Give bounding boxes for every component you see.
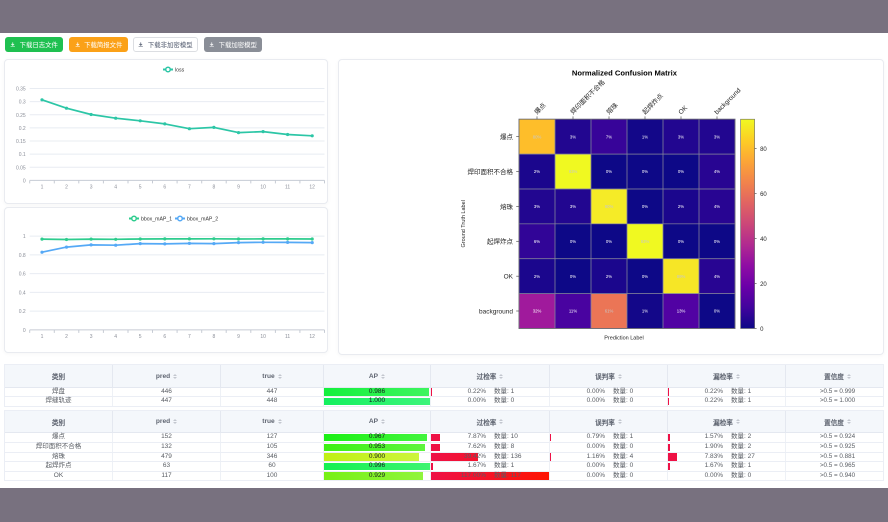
svg-text:3: 3 [90,334,93,340]
svg-text:0.05: 0.05 [16,165,26,171]
svg-text:1: 1 [41,184,44,190]
svg-text:0: 0 [23,178,26,184]
svg-text:0%: 0% [606,169,612,174]
svg-text:0%: 0% [714,239,720,244]
svg-text:0.2: 0.2 [19,126,26,132]
svg-text:9: 9 [237,334,240,340]
svg-text:4%: 4% [714,169,720,174]
svg-text:4: 4 [114,184,117,190]
svg-text:10: 10 [260,334,266,340]
svg-text:0.25: 0.25 [16,113,26,119]
svg-text:0.2: 0.2 [19,309,26,315]
svg-text:93%: 93% [641,239,650,244]
svg-text:2%: 2% [606,274,612,279]
svg-text:6: 6 [163,334,166,340]
svg-text:熔珠: 熔珠 [604,100,620,116]
svg-text:0%: 0% [606,239,612,244]
svg-text:焊印面积不合格: 焊印面积不合格 [468,167,514,176]
svg-text:8: 8 [213,334,216,340]
svg-text:7: 7 [188,184,191,190]
svg-text:3%: 3% [678,134,684,139]
svg-text:61%: 61% [605,309,614,314]
svg-text:0.3: 0.3 [19,100,26,106]
svg-text:0%: 0% [678,239,684,244]
svg-text:89%: 89% [677,274,686,279]
svg-text:1%: 1% [642,134,648,139]
svg-text:4%: 4% [714,274,720,279]
svg-text:3%: 3% [714,134,720,139]
svg-text:1%: 1% [642,309,648,314]
svg-text:Normalized Confusion Matrix: Normalized Confusion Matrix [572,69,678,78]
svg-text:0%: 0% [642,274,648,279]
svg-text:12: 12 [309,184,315,190]
svg-text:0.15: 0.15 [16,139,26,145]
svg-text:2%: 2% [534,274,540,279]
svg-text:2: 2 [65,334,68,340]
svg-text:焊印面积不合格: 焊印面积不合格 [568,77,607,116]
svg-text:0.35: 0.35 [16,87,26,93]
svg-text:loss: loss [175,68,185,74]
svg-text:6%: 6% [534,239,540,244]
svg-text:0%: 0% [570,274,576,279]
svg-text:0.6: 0.6 [19,272,26,278]
svg-text:Ground Truth Label: Ground Truth Label [461,200,467,247]
svg-text:爆点: 爆点 [500,132,514,141]
svg-text:0%: 0% [642,204,648,209]
svg-text:80: 80 [760,147,767,153]
svg-text:2%: 2% [534,169,540,174]
svg-text:4: 4 [114,334,117,340]
svg-text:2: 2 [65,184,68,190]
svg-text:3: 3 [90,184,93,190]
svg-text:1: 1 [23,234,26,240]
svg-text:爆点: 爆点 [532,100,548,116]
svg-text:90%: 90% [605,204,614,209]
svg-text:OK: OK [677,104,689,116]
svg-text:background: background [713,87,742,116]
svg-text:1: 1 [41,334,44,340]
svg-text:bbox_mAP_2: bbox_mAP_2 [187,217,218,223]
svg-text:5: 5 [139,334,142,340]
svg-text:7%: 7% [606,134,612,139]
svg-text:60: 60 [760,192,767,198]
svg-text:bbox_mAP_1: bbox_mAP_1 [141,217,172,223]
svg-text:0%: 0% [678,169,684,174]
svg-text:Prediction Label: Prediction Label [604,335,643,341]
svg-text:7: 7 [188,334,191,340]
svg-text:12: 12 [309,334,315,340]
svg-text:11: 11 [285,184,290,190]
svg-text:background: background [479,308,513,315]
svg-text:3%: 3% [570,204,576,209]
svg-text:0: 0 [23,328,26,334]
svg-text:0.1: 0.1 [19,152,26,158]
svg-text:3%: 3% [570,134,576,139]
svg-text:10: 10 [260,184,266,190]
svg-text:32%: 32% [533,309,542,314]
svg-text:0.4: 0.4 [19,290,26,296]
svg-text:0: 0 [760,327,764,333]
svg-text:20: 20 [760,282,767,288]
svg-text:5: 5 [139,184,142,190]
svg-text:起焊炸点: 起焊炸点 [640,91,665,116]
svg-text:80%: 80% [533,134,542,139]
svg-text:0.8: 0.8 [19,253,26,259]
svg-text:起焊炸点: 起焊炸点 [487,237,514,246]
svg-text:0%: 0% [570,239,576,244]
svg-text:40: 40 [760,237,767,243]
svg-text:4%: 4% [714,204,720,209]
svg-text:OK: OK [504,274,514,281]
svg-text:6: 6 [163,184,166,190]
svg-text:93%: 93% [569,169,578,174]
svg-text:11%: 11% [569,309,577,314]
svg-text:9: 9 [237,184,240,190]
svg-text:2%: 2% [678,204,684,209]
svg-text:8: 8 [213,184,216,190]
svg-text:0%: 0% [642,169,648,174]
svg-text:11: 11 [285,334,290,340]
svg-text:熔珠: 熔珠 [500,202,514,211]
svg-text:13%: 13% [677,309,686,314]
svg-text:0%: 0% [714,309,720,314]
svg-text:3%: 3% [534,204,540,209]
